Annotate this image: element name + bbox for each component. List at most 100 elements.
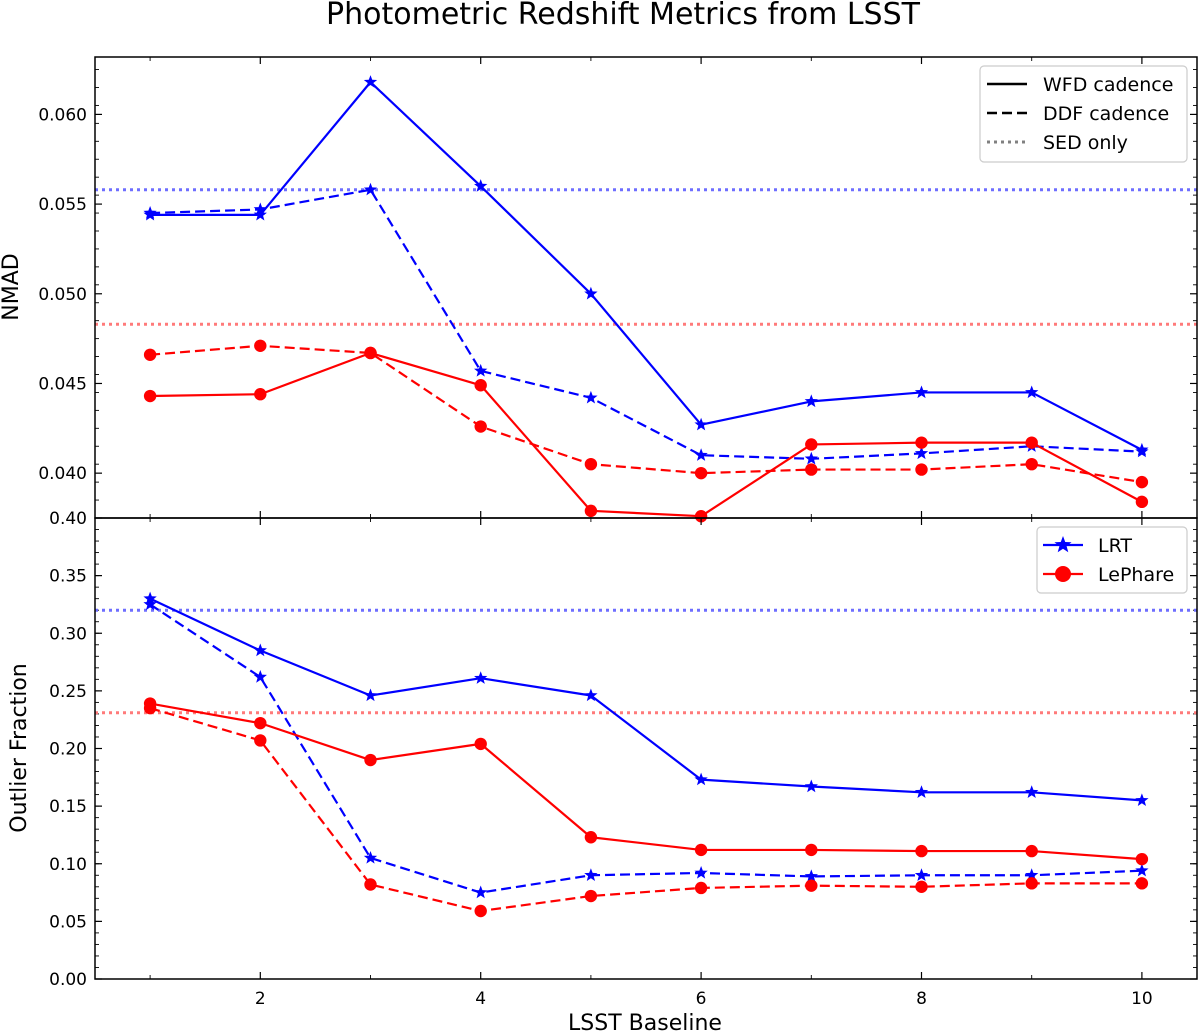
data-point-circle [1135,495,1149,509]
data-point-circle [1135,475,1149,489]
y-axis-label: Outlier Fraction [7,663,32,833]
data-point-circle [584,457,598,471]
data-point-star [253,643,267,657]
series-line-lrt-wfd [149,597,1142,802]
x-tick-label: 8 [916,989,927,1009]
data-point-circle [474,904,487,918]
data-point-star [914,446,929,460]
data-point-circle [915,880,928,893]
y-tick-label: 0.30 [49,624,87,644]
data-point-star [1135,444,1149,458]
data-point-circle [915,463,928,476]
chart-title: Photometric Redshift Metrics from LSST [326,0,921,32]
data-point-circle [1025,436,1038,449]
data-point-star [253,202,267,216]
data-point-circle [1135,852,1149,866]
data-point-circle [805,463,818,476]
y-tick-label: 0.05 [49,912,87,932]
data-point-circle [1025,457,1038,471]
data-point-star [363,850,378,864]
data-point-star [363,75,378,88]
data-point-star [253,207,267,221]
data-point-circle [805,843,818,857]
series-line-lrt-wfd [150,81,1143,451]
data-point-star [474,671,488,684]
legend-label: SED only [1043,132,1128,154]
data-point-circle [1025,877,1038,890]
data-point-circle [474,420,487,433]
data-point-star [1025,385,1039,399]
data-point-circle [143,701,157,715]
series-line-lephare-ddf [150,344,1143,484]
data-point-star [914,868,929,881]
data-point-circle [694,843,708,857]
data-point-circle [474,737,487,751]
data-point-star [474,885,488,899]
x-tick-label: 10 [1131,989,1153,1009]
data-point-star [584,868,598,881]
x-axis-label: LSST Baseline [568,1011,722,1034]
data-point-star [584,286,598,300]
data-point-star [143,206,157,219]
data-point-star [584,390,598,404]
data-point-star [253,670,267,683]
data-point-circle [805,879,818,892]
y-tick-label: 0.25 [49,682,87,702]
legend-label: DDF cadence [1043,103,1169,125]
series-line-lrt-ddf [149,603,1142,894]
data-point-circle [474,379,487,392]
y-tick-label: 0.055 [38,195,87,215]
data-point-star [474,179,488,192]
data-point-star [804,779,818,793]
data-point-circle [694,881,708,895]
data-point-star [694,448,708,461]
data-point-circle [1025,844,1038,858]
data-point-star [1135,863,1149,877]
data-point-star [474,363,488,377]
data-point-circle [364,878,377,891]
data-point-circle [584,889,598,903]
y-tick-label: 0.00 [49,970,87,990]
data-point-star [1025,785,1039,798]
data-point-star [804,394,818,408]
method-legend: LRT LePhare [1036,526,1188,594]
data-point-circle [1135,877,1149,890]
data-point-star [914,385,929,399]
data-point-star [914,785,929,798]
series-line-lephare-ddf [149,707,1142,913]
data-point-star [694,865,708,879]
y-tick-label: 0.050 [38,285,87,305]
data-point-circle [584,504,598,518]
y-tick-label: 0.15 [49,797,87,817]
legend-box [979,65,1188,163]
data-point-circle [694,510,708,523]
data-point-star [804,869,818,883]
nmad-panel: NMAD 0.040 0.045 0.050 0.055 0.060 WFD cadence… [0,56,1198,523]
data-point-circle [254,388,267,401]
series-line-lrt-ddf [150,188,1142,460]
y-tick-label: 0.40 [49,509,87,529]
data-point-circle [915,844,928,858]
y-tick-label: 0.040 [38,464,87,484]
data-point-star [143,597,157,611]
y-axis-label: NMAD [0,253,24,320]
x-tick-label: 4 [475,989,486,1009]
data-point-circle [254,734,267,747]
series-line-lephare-wfd [150,351,1143,518]
data-point-circle [143,348,157,361]
data-point-circle [364,346,377,360]
legend-label: WFD cadence [1043,74,1173,96]
data-point-star [1025,868,1039,881]
data-point-star [694,417,708,431]
data-point-star [363,182,378,196]
legend-label: LePhare [1098,564,1174,586]
data-point-circle [254,716,267,730]
data-point-star [804,451,818,465]
panel-frame [94,517,1198,980]
y-tick-label: 0.060 [38,105,87,125]
data-point-circle [805,438,818,451]
outlier-fraction-panel: Outlier Fraction 0.00 0.05 0.10 0.15 0.20 0.25… [7,509,1198,1009]
data-point-star [1135,793,1149,807]
data-point-star [363,688,378,702]
